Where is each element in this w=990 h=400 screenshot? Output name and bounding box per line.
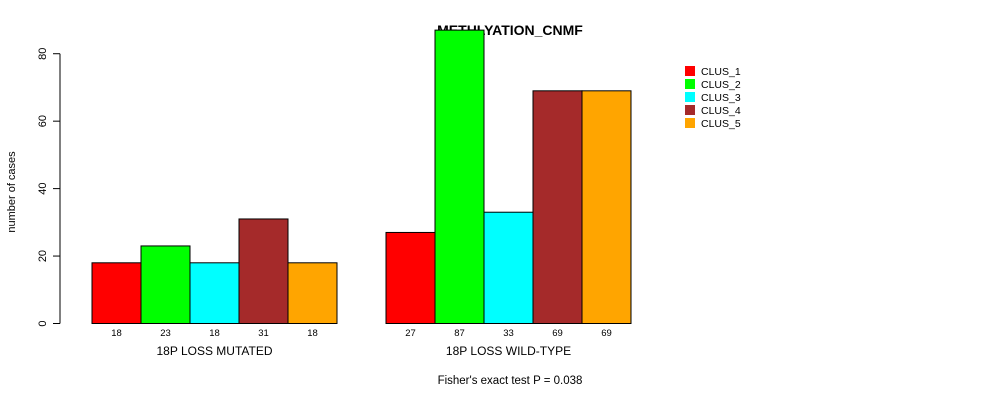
legend-swatch — [685, 105, 695, 115]
count-labels-group: 18 23 18 31 18 27 87 33 69 69 — [111, 328, 612, 339]
legend-label: CLUS_4 — [701, 105, 741, 117]
bar-clus-2-wild-type — [434, 29, 485, 324]
y-axis: 0 20 40 60 80 — [37, 48, 61, 327]
y-tick-label: 40 — [37, 182, 49, 194]
bar-count-label: 87 — [454, 328, 465, 339]
bar-count-label: 18 — [307, 328, 318, 339]
bar-count-label: 27 — [405, 328, 416, 339]
bars-group — [91, 29, 632, 324]
bar-clus-3-mutated — [189, 262, 240, 324]
bar-clus-4-wild-type — [532, 90, 583, 324]
bar-clus-1-wild-type — [385, 231, 436, 324]
bar-clus-2-mutated — [140, 245, 191, 324]
y-tick-label: 20 — [37, 250, 49, 262]
bar-count-label: 18 — [111, 328, 122, 339]
legend-swatch — [685, 92, 695, 102]
fisher-test-footnote: Fisher's exact test P = 0.038 — [438, 375, 583, 387]
bar-clus-1-mutated — [91, 262, 142, 324]
category-label: 18P LOSS WILD-TYPE — [446, 344, 571, 358]
y-tick-label: 80 — [37, 48, 49, 60]
bar-count-label: 18 — [209, 328, 220, 339]
y-axis-label: number of cases — [6, 151, 18, 233]
bar-clus-3-wild-type — [483, 211, 534, 324]
legend-swatch — [685, 66, 695, 76]
bar-count-label: 69 — [552, 328, 563, 339]
y-tick-label: 0 — [37, 320, 49, 326]
bar-clus-5-mutated — [287, 262, 338, 324]
bar-clus-5-wild-type — [581, 90, 632, 324]
bar-count-label: 33 — [503, 328, 514, 339]
bar-count-label: 23 — [160, 328, 171, 339]
legend-label: CLUS_2 — [701, 79, 741, 91]
bar-count-label: 31 — [258, 328, 269, 339]
legend-label: CLUS_5 — [701, 118, 741, 130]
legend-label: CLUS_1 — [701, 66, 741, 78]
y-tick-label: 60 — [37, 115, 49, 127]
category-label: 18P LOSS MUTATED — [156, 344, 272, 358]
legend-label: CLUS_3 — [701, 92, 741, 104]
bar-count-label: 69 — [601, 328, 612, 339]
bar-clus-4-mutated — [238, 218, 289, 324]
legend-swatch — [685, 118, 695, 128]
group-labels-group: 18P LOSS MUTATED 18P LOSS WILD-TYPE — [156, 344, 571, 358]
legend-swatch — [685, 79, 695, 89]
